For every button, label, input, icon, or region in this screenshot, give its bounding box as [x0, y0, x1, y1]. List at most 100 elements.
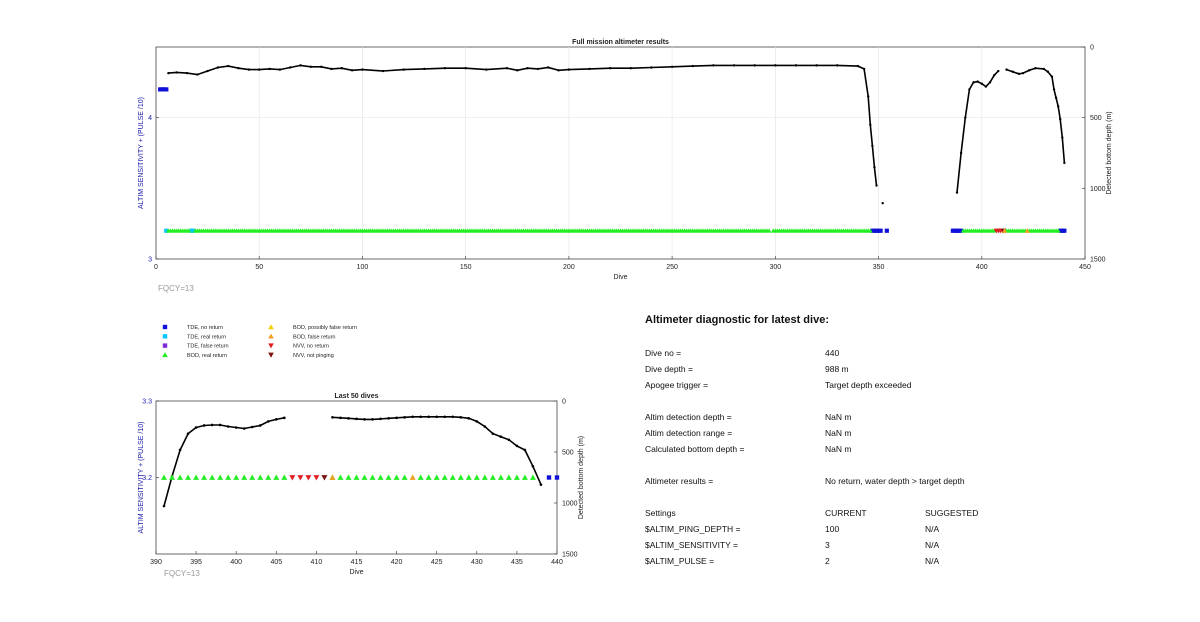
full-tde-marker: [884, 228, 889, 233]
full-depth-point: [608, 67, 612, 70]
last50-depth-point: [234, 426, 238, 429]
altim-detection-depth-value: NaN m: [825, 412, 852, 422]
legend-label: BOD, false return: [293, 334, 336, 340]
last50-bod-marker: [369, 474, 376, 480]
full-depth-point: [423, 67, 426, 71]
full-depth-point: [871, 144, 874, 148]
last50-depth-point: [451, 415, 455, 419]
full-depth-point: [712, 64, 715, 67]
last50-plot: 390 395 400 405 410 415 420 425 430 435 440 3.2 3.3 0…: [138, 393, 585, 578]
last50-tde-marker: [554, 475, 560, 480]
last50-ytick-right-label: 1000: [562, 501, 578, 508]
last50-depth-point: [435, 415, 439, 419]
dive-depth-value: 988 m: [825, 364, 849, 374]
last50-depth-point: [275, 418, 278, 421]
legend-label: NVV, no return: [293, 344, 329, 350]
last50-xtick-label: 440: [551, 559, 563, 566]
full-bod-marker: [1001, 228, 1008, 233]
last50-bod-marker: [505, 474, 512, 480]
ping-depth-label: $ALTIM_PING_DEPTH =: [645, 524, 741, 534]
last50-depth-point: [202, 424, 206, 427]
full-bod-marker: [1024, 228, 1030, 233]
pulse-label: $ALTIM_PULSE =: [645, 556, 715, 566]
settings-header-suggested: SUGGESTED: [925, 508, 979, 518]
legend: TDE, no return TDE, real return TDE, false…: [162, 324, 357, 359]
last50-bod-marker: [521, 474, 528, 480]
last50-bod-marker: [169, 474, 176, 480]
full-tde-marker: [164, 228, 169, 233]
last50-depth-point: [226, 425, 230, 428]
last50-ytick-right-label: 0: [562, 399, 566, 406]
full-xtick-label: 50: [255, 264, 263, 271]
full-depth-point: [650, 66, 653, 69]
last50-bod-marker: [249, 474, 256, 480]
sensitivity-suggested: N/A: [925, 540, 940, 550]
last50-xlabel: Dive: [349, 569, 363, 576]
full-depth-point: [216, 66, 220, 69]
altimeter-results-value: No return, water depth > target depth: [825, 476, 965, 486]
last50-depth-point: [419, 415, 422, 419]
pulse-suggested: N/A: [925, 556, 940, 566]
full-depth-point: [237, 67, 240, 70]
full-depth-point: [1056, 105, 1060, 108]
full-depth-point: [968, 88, 971, 91]
last50-bod-marker: [489, 474, 496, 480]
last50-bod-marker: [417, 474, 424, 480]
last50-xtick-label: 390: [150, 559, 162, 566]
full-depth-point: [867, 95, 870, 98]
full-depth-point: [505, 67, 509, 70]
last50-depth-point: [539, 483, 543, 486]
altimeter-results-label: Altimeter results =: [645, 476, 714, 486]
legend-label: BOD, real return: [187, 353, 227, 359]
last50-bod-marker: [473, 474, 480, 480]
ping-depth-suggested: N/A: [925, 524, 940, 534]
full-ytick-left-label: 4: [148, 115, 152, 122]
last50-bod-marker: [329, 474, 336, 480]
last50-bod-marker: [441, 474, 448, 480]
full-depth-point: [309, 65, 313, 68]
last50-xtick-label: 435: [511, 559, 523, 566]
last50-depth-point: [355, 417, 358, 421]
last50-bod-marker: [233, 474, 240, 480]
full-tde-marker: [164, 87, 169, 92]
full-xtick-label: 150: [460, 264, 472, 271]
last50-ylabel-left: ALTIM SENSITIVITY + (PULSE /10): [138, 422, 145, 534]
last50-bod-marker: [345, 474, 352, 480]
last50-bod-marker: [201, 474, 208, 480]
full-depth-point: [350, 69, 354, 72]
last50-depth-point: [411, 415, 414, 419]
last50-depth-point: [459, 416, 463, 419]
full-depth-point: [972, 81, 975, 84]
full-depth-point: [670, 65, 674, 68]
legend-marker: [162, 352, 168, 358]
last50-bod-marker: [337, 474, 344, 480]
legend-marker: [162, 324, 168, 330]
last50-bod-marker: [209, 474, 216, 480]
full-depth-point: [330, 67, 333, 71]
full-depth-point: [1005, 68, 1008, 71]
full-depth-point: [1046, 70, 1050, 73]
last50-depth-point: [162, 504, 166, 508]
last50-ylabel-right: Detected bottom depth (m): [578, 436, 585, 519]
full-depth-point: [588, 67, 591, 71]
full-depth-point: [175, 71, 178, 74]
last50-bod-marker: [353, 474, 360, 480]
last50-bod-marker: [465, 474, 472, 480]
last50-bod-marker: [385, 474, 392, 480]
last50-depth-point: [363, 418, 366, 421]
full-depth-point: [997, 69, 1000, 73]
legend-label: TDE, no return: [187, 325, 223, 331]
last50-xtick-label: 410: [311, 559, 323, 566]
last50-depth-point: [339, 416, 342, 420]
full-depth-point: [1050, 75, 1054, 78]
full-depth-point: [567, 68, 571, 71]
last50-bod-marker: [393, 474, 400, 480]
last50-bod-marker: [177, 474, 184, 480]
last50-ytick-left-label: 3.3: [142, 399, 152, 406]
full-depth-point: [227, 64, 230, 68]
last50-title: Last 50 dives: [335, 393, 379, 400]
pulse-current: 2: [825, 556, 830, 566]
full-depth-point: [288, 66, 292, 69]
full-ytick-right-label: 500: [1090, 115, 1102, 122]
full-depth-point: [794, 64, 798, 67]
